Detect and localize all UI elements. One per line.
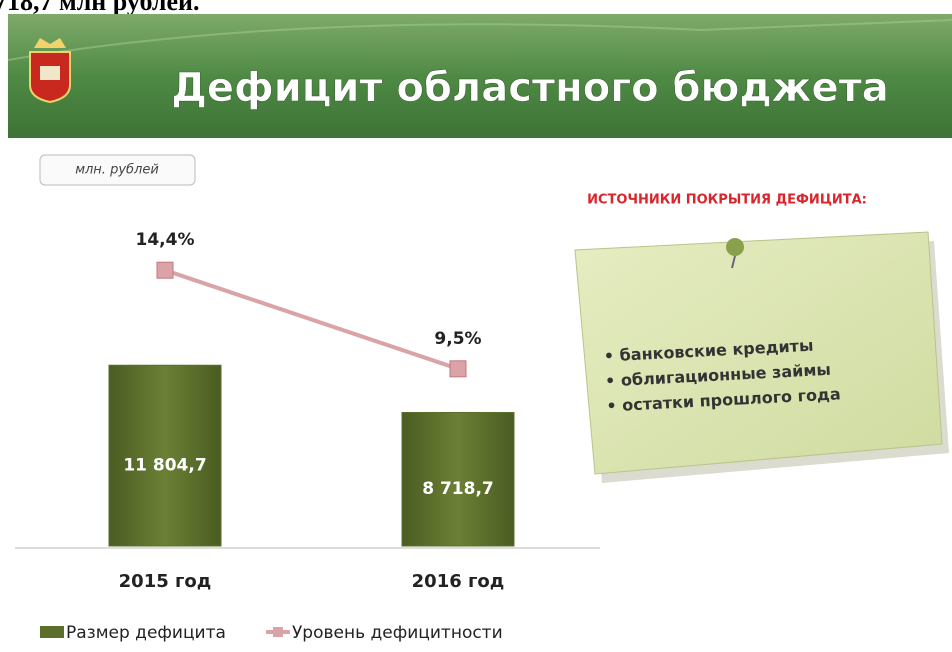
emblem <box>29 38 71 104</box>
bar <box>401 411 515 547</box>
line-value-label: 9,5% <box>434 329 481 349</box>
chart-title: Дефицит областного бюджета <box>171 65 889 111</box>
title-banner <box>8 14 952 138</box>
line-marker <box>156 261 174 279</box>
line-value-label: 14,4% <box>136 230 195 250</box>
bar <box>108 364 222 547</box>
legend-swatch <box>272 627 283 637</box>
x-tick-label: 2015 год <box>119 571 212 592</box>
legend-swatch <box>40 626 64 638</box>
bar-value-label: 11 804,7 <box>123 456 206 476</box>
x-tick-label: 2016 год <box>412 571 505 592</box>
unit-box <box>39 154 196 186</box>
unit-label: млн. рублей <box>75 163 159 178</box>
legend-label: Размер дефицита <box>66 623 226 643</box>
line-marker <box>449 360 467 378</box>
header-fragment: 718,7 млн рублей. <box>0 0 200 16</box>
bar-value-label: 8 718,7 <box>422 479 494 499</box>
line <box>164 268 459 371</box>
legend-label: Уровень дефицитности <box>292 623 503 643</box>
banner-swoosh <box>7 19 952 61</box>
note-title: ИСТОЧНИКИ ПОКРЫТИЯ ДЕФИЦИТА: <box>587 193 867 208</box>
note: ИСТОЧНИКИ ПОКРЫТИЯ ДЕФИЦИТА: • банковски… <box>574 193 949 483</box>
